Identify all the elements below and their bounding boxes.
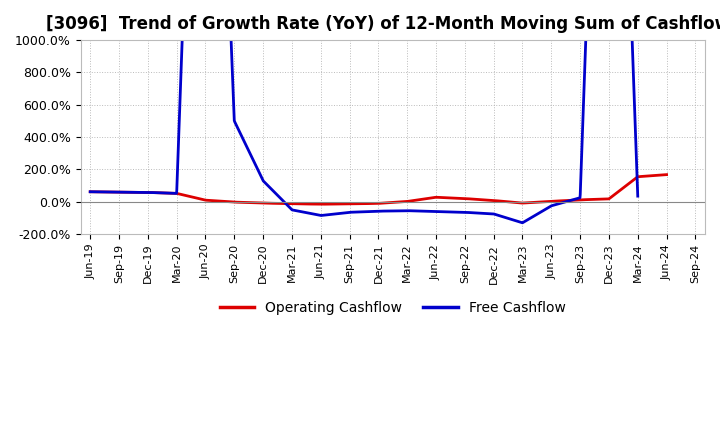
Operating Cashflow	[559, 198, 568, 203]
Operating Cashflow	[430, 195, 438, 200]
Line: Free Cashflow: Free Cashflow	[90, 0, 638, 223]
Line: Operating Cashflow: Operating Cashflow	[90, 175, 667, 204]
Operating Cashflow	[662, 172, 671, 177]
Free Cashflow	[86, 189, 94, 194]
Free Cashflow	[114, 190, 122, 195]
Operating Cashflow	[399, 199, 408, 204]
Free Cashflow	[518, 220, 527, 225]
Free Cashflow	[352, 209, 361, 215]
Legend: Operating Cashflow, Free Cashflow: Operating Cashflow, Free Cashflow	[214, 295, 572, 320]
Free Cashflow	[634, 194, 642, 199]
Operating Cashflow	[364, 201, 373, 206]
Operating Cashflow	[317, 202, 325, 207]
Title: [3096]  Trend of Growth Rate (YoY) of 12-Month Moving Sum of Cashflows: [3096] Trend of Growth Rate (YoY) of 12-…	[46, 15, 720, 33]
Free Cashflow	[338, 210, 346, 216]
Operating Cashflow	[649, 173, 658, 178]
Operating Cashflow	[361, 201, 369, 206]
Free Cashflow	[517, 220, 526, 225]
Operating Cashflow	[86, 189, 94, 194]
